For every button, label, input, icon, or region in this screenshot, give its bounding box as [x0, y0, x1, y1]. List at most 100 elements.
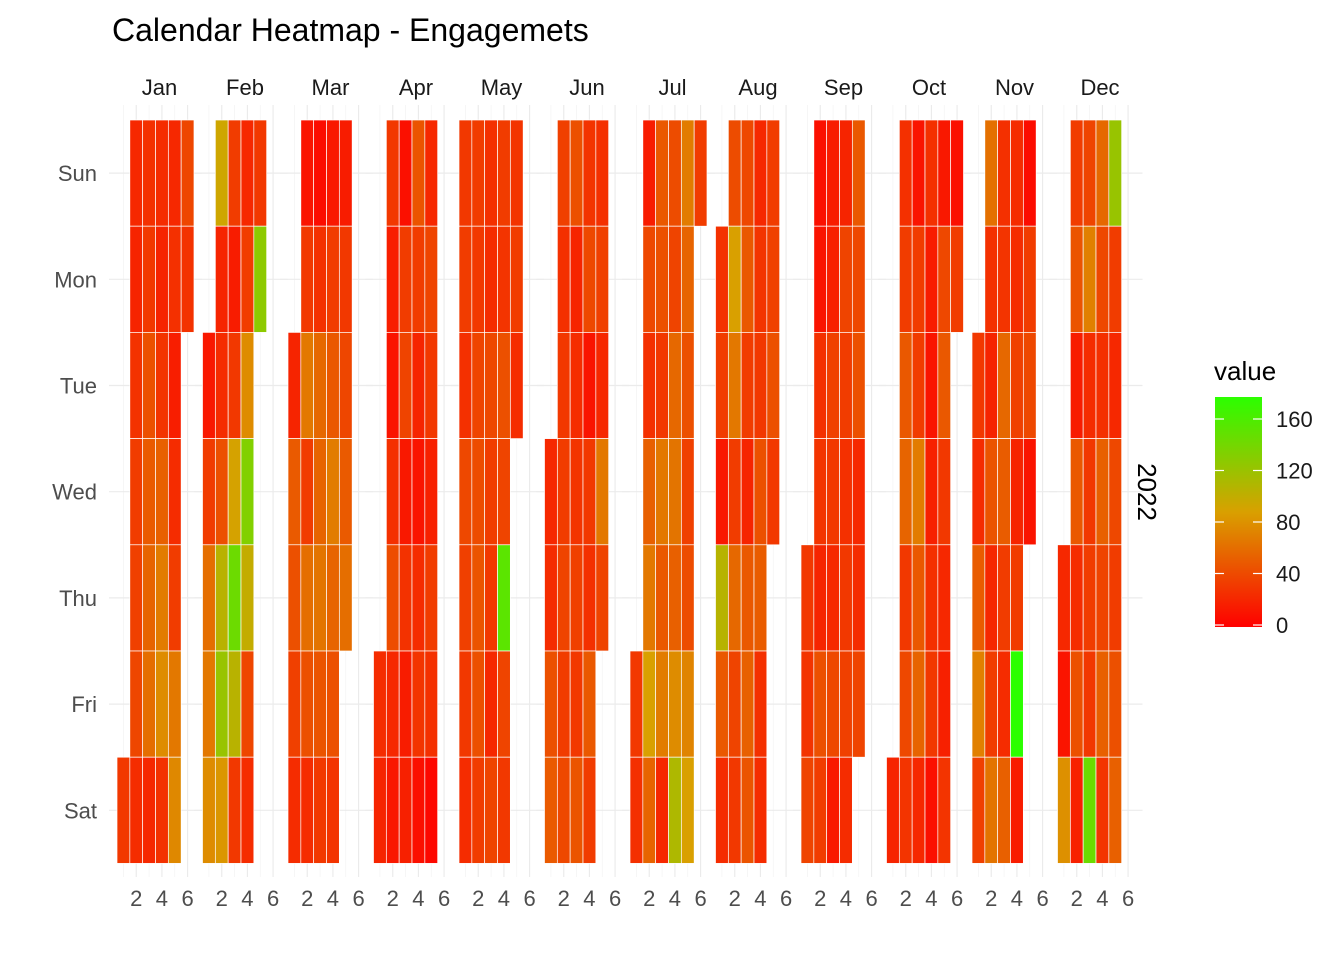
heat-tile-feb-20 — [240, 119, 255, 227]
heat-tile-oct-28 — [937, 650, 952, 758]
heat-tile-feb-16 — [227, 438, 242, 546]
heat-tile-dec-10 — [1069, 756, 1084, 864]
heat-tile-aug-30 — [766, 332, 781, 439]
heat-tile-jun-18 — [569, 756, 584, 864]
legend-color-bar — [1215, 397, 1262, 627]
heat-tile-aug-16 — [740, 332, 755, 439]
heat-tile-jun-10 — [556, 650, 571, 758]
heat-tile-nov-5 — [971, 756, 986, 864]
heat-tile-apr-14 — [398, 544, 413, 652]
heat-tile-feb-26 — [240, 756, 255, 864]
x-tick-label: 4 — [498, 886, 510, 911]
heat-tile-sep-24 — [839, 756, 853, 864]
heat-tile-jul-16 — [655, 756, 669, 864]
heat-tile-oct-4 — [898, 332, 913, 439]
month-label-jan: Jan — [142, 75, 177, 100]
heat-tile-apr-10 — [398, 119, 413, 227]
x-tick-label: 2 — [387, 886, 399, 911]
month-label-jul: Jul — [658, 75, 686, 100]
x-tick-label: 4 — [241, 886, 253, 911]
heat-tile-jan-22 — [155, 756, 169, 864]
heat-tile-may-16 — [484, 225, 498, 333]
heat-tile-jan-18 — [155, 332, 169, 439]
month-label-oct: Oct — [912, 75, 946, 100]
heat-tile-apr-8 — [385, 650, 400, 758]
heat-tile-jan-17 — [155, 225, 169, 333]
x-tick-label: 6 — [1122, 886, 1134, 911]
heat-tile-may-13 — [471, 650, 486, 758]
heat-tile-dec-9 — [1069, 650, 1084, 758]
heat-tile-mar-4 — [287, 650, 302, 758]
heat-tile-sep-13 — [826, 332, 840, 439]
x-tick-label: 2 — [301, 886, 313, 911]
heat-tile-feb-9 — [214, 438, 229, 546]
heat-tile-apr-19 — [411, 332, 426, 439]
heat-tile-apr-20 — [411, 438, 426, 546]
x-tick-label: 4 — [1096, 886, 1108, 911]
heat-tile-jun-15 — [569, 438, 584, 546]
heat-tile-jan-16 — [155, 119, 169, 227]
month-label-mar: Mar — [312, 75, 350, 100]
heat-tile-may-28 — [497, 756, 511, 864]
heat-tile-sep-8 — [813, 544, 828, 652]
heat-tile-jul-8 — [642, 650, 657, 758]
heat-tile-may-9 — [471, 225, 486, 333]
heat-tile-aug-29 — [766, 225, 781, 333]
heat-tile-aug-12 — [727, 650, 742, 758]
legend: value 0 40 80 120 160 — [1214, 356, 1313, 638]
heat-tile-may-18 — [484, 438, 498, 546]
heat-tile-mar-9 — [300, 438, 315, 546]
heat-tile-dec-15 — [1082, 544, 1097, 652]
heat-tile-sep-3 — [800, 756, 815, 864]
heat-tile-feb-2 — [202, 438, 216, 546]
heat-tile-mar-14 — [313, 225, 327, 333]
heat-tile-dec-24 — [1095, 756, 1110, 864]
heat-tile-aug-23 — [753, 332, 768, 439]
heat-tile-jul-11 — [655, 225, 669, 333]
heat-tile-dec-22 — [1095, 544, 1110, 652]
heat-tile-mar-20 — [326, 119, 340, 227]
heat-tile-apr-28 — [424, 544, 439, 652]
heat-tile-jun-30 — [595, 544, 610, 652]
x-tick-label: 2 — [1071, 886, 1083, 911]
heat-tile-oct-29 — [937, 756, 952, 864]
heat-tile-jun-11 — [556, 756, 571, 864]
weekday-label-sun: Sun — [58, 161, 97, 186]
heat-tile-mar-10 — [300, 544, 315, 652]
heat-tile-sep-17 — [826, 756, 840, 864]
heat-tile-sep-19 — [839, 225, 853, 333]
heat-tile-may-30 — [509, 225, 524, 333]
heat-tile-nov-18 — [997, 650, 1011, 758]
heat-tile-sep-29 — [851, 544, 866, 652]
heat-tile-sep-28 — [851, 438, 866, 546]
heat-tile-sep-26 — [851, 225, 866, 333]
heat-tile-nov-13 — [997, 119, 1011, 227]
month-label-nov: Nov — [995, 75, 1034, 100]
x-tick-label: 6 — [780, 886, 792, 911]
heat-tile-jul-2 — [629, 756, 644, 864]
heat-tile-jan-30 — [180, 119, 195, 227]
heat-tile-aug-4 — [715, 544, 729, 652]
heat-tile-jul-17 — [668, 119, 682, 227]
heat-tile-jan-23 — [167, 119, 182, 227]
heat-tile-dec-12 — [1082, 225, 1097, 333]
heat-tile-jun-29 — [595, 438, 610, 546]
heat-tile-oct-7 — [898, 650, 913, 758]
x-tick-label: 6 — [865, 886, 877, 911]
heat-tile-apr-27 — [424, 438, 439, 546]
x-tick-label: 4 — [840, 886, 852, 911]
heat-tile-nov-11 — [984, 650, 999, 758]
heat-tile-may-25 — [497, 438, 511, 546]
x-tick-label: 2 — [472, 886, 484, 911]
heat-tile-sep-16 — [826, 650, 840, 758]
heat-tile-apr-12 — [398, 332, 413, 439]
heat-tile-feb-7 — [214, 225, 229, 333]
heat-tile-may-14 — [471, 756, 486, 864]
x-tick-label: 2 — [643, 886, 655, 911]
month-label-feb: Feb — [226, 75, 264, 100]
heat-tile-jun-4 — [544, 756, 558, 864]
heat-tile-nov-7 — [984, 225, 999, 333]
heat-tile-aug-31 — [766, 438, 781, 546]
legend-tick-label: 80 — [1276, 510, 1300, 535]
